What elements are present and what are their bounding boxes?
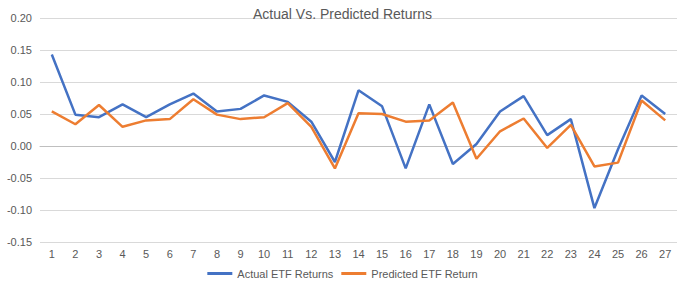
svg-text:20: 20	[494, 248, 506, 260]
svg-text:2: 2	[72, 248, 78, 260]
svg-text:15: 15	[376, 248, 388, 260]
svg-text:14: 14	[352, 248, 364, 260]
svg-text:22: 22	[541, 248, 553, 260]
svg-text:0.15: 0.15	[11, 44, 32, 56]
svg-text:8: 8	[214, 248, 220, 260]
svg-text:17: 17	[423, 248, 435, 260]
svg-text:0.00: 0.00	[11, 140, 32, 152]
svg-text:5: 5	[143, 248, 149, 260]
svg-text:0.05: 0.05	[11, 108, 32, 120]
svg-text:0.10: 0.10	[11, 76, 32, 88]
svg-text:23: 23	[565, 248, 577, 260]
svg-text:24: 24	[588, 248, 600, 260]
svg-text:-0.05: -0.05	[7, 172, 32, 184]
svg-text:Actual ETF Returns: Actual ETF Returns	[237, 268, 333, 280]
svg-text:6: 6	[167, 248, 173, 260]
svg-text:Actual Vs. Predicted Returns: Actual Vs. Predicted Returns	[253, 6, 432, 22]
svg-text:-0.10: -0.10	[7, 204, 32, 216]
svg-text:7: 7	[190, 248, 196, 260]
svg-text:16: 16	[400, 248, 412, 260]
svg-text:Predicted ETF Return: Predicted ETF Return	[371, 268, 477, 280]
svg-text:27: 27	[659, 248, 671, 260]
svg-text:0.20: 0.20	[11, 12, 32, 24]
svg-text:21: 21	[518, 248, 530, 260]
svg-text:3: 3	[96, 248, 102, 260]
svg-text:4: 4	[120, 248, 126, 260]
svg-text:12: 12	[305, 248, 317, 260]
svg-text:9: 9	[237, 248, 243, 260]
svg-text:13: 13	[329, 248, 341, 260]
svg-text:-0.15: -0.15	[7, 236, 32, 248]
svg-text:18: 18	[447, 248, 459, 260]
svg-text:25: 25	[612, 248, 624, 260]
svg-text:26: 26	[635, 248, 647, 260]
svg-text:11: 11	[282, 248, 293, 260]
svg-text:1: 1	[49, 248, 55, 260]
svg-text:19: 19	[470, 248, 482, 260]
svg-text:10: 10	[258, 248, 270, 260]
